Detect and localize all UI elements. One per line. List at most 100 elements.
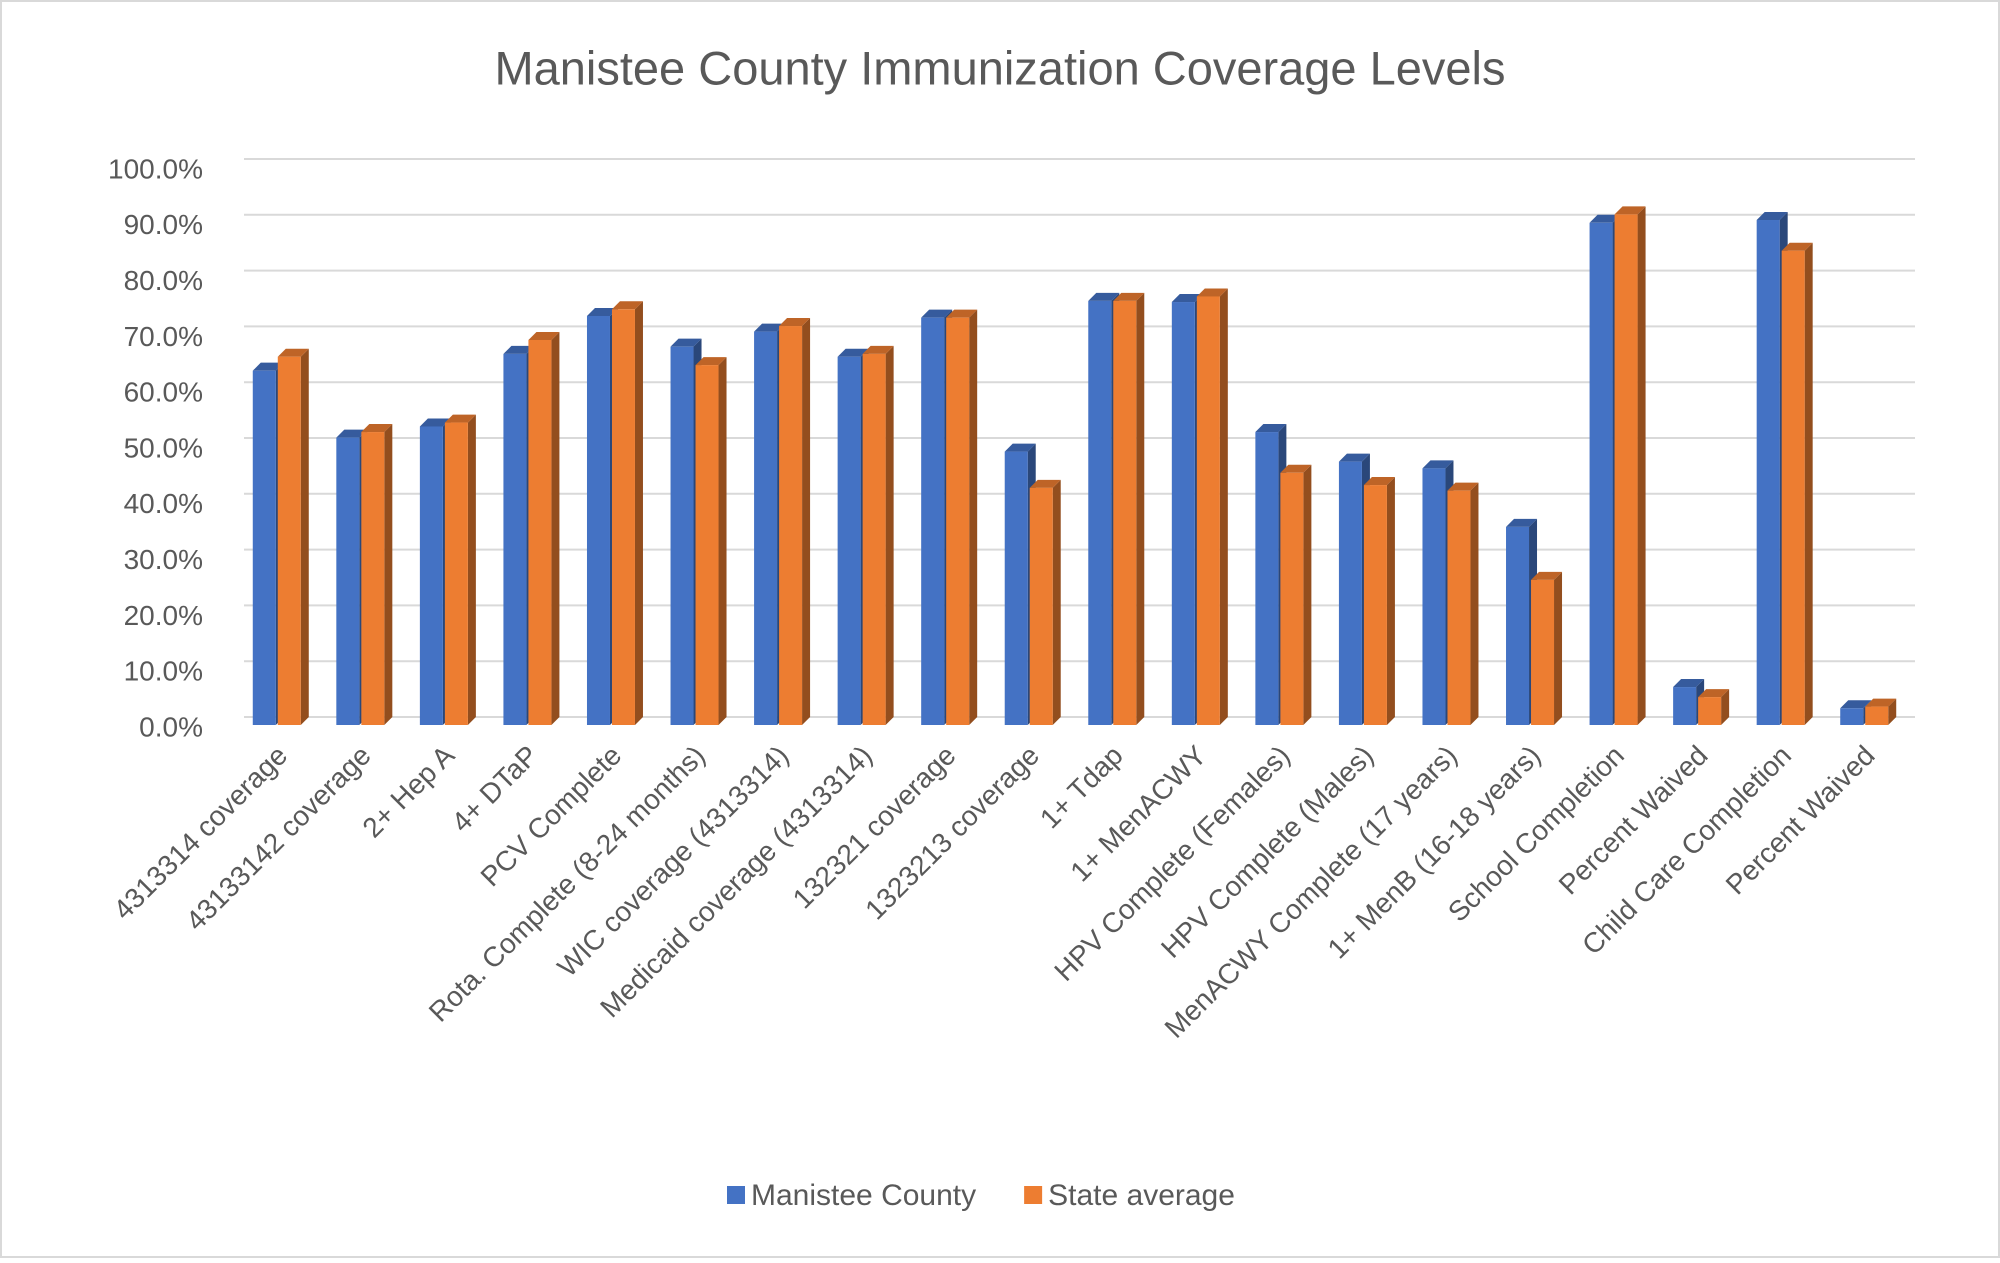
y-tick-label: 100.0% xyxy=(108,153,203,184)
bar-side xyxy=(802,318,811,725)
legend-label: State average xyxy=(1048,1179,1235,1212)
y-tick-label: 50.0% xyxy=(124,432,203,463)
bar-top xyxy=(528,331,560,340)
bar-front xyxy=(1363,485,1387,725)
bar-top xyxy=(586,307,618,316)
y-tick-label: 80.0% xyxy=(124,265,203,296)
bar-top xyxy=(1363,477,1395,486)
bar-front xyxy=(1840,708,1864,725)
bar xyxy=(946,309,978,725)
bar-front xyxy=(1865,706,1889,725)
bar-front xyxy=(779,326,803,725)
bar-front xyxy=(1004,451,1028,725)
bar xyxy=(1029,479,1061,725)
bar-side xyxy=(1637,206,1646,725)
bar xyxy=(779,318,811,725)
bar-top xyxy=(1255,424,1287,433)
bar-side xyxy=(1386,477,1395,725)
bar xyxy=(1781,242,1813,725)
bar-front xyxy=(586,315,610,725)
bar xyxy=(1280,464,1312,725)
bar-side xyxy=(467,414,476,725)
bar-front xyxy=(444,422,468,725)
bar-front xyxy=(754,331,778,725)
legend-label: Manistee County xyxy=(751,1179,976,1212)
bar-top xyxy=(779,318,811,327)
bar-top xyxy=(1840,700,1872,709)
bar xyxy=(1196,288,1228,725)
bar xyxy=(1113,292,1145,725)
chart-title: Manistee County Immunization Coverage Le… xyxy=(494,41,1505,94)
bar-top xyxy=(1698,689,1730,698)
y-tick-label: 0.0% xyxy=(139,711,203,742)
bar-front xyxy=(1280,472,1304,725)
bar xyxy=(1447,482,1479,725)
bar-front xyxy=(670,346,694,725)
y-tick-label: 40.0% xyxy=(124,488,203,519)
bar-front xyxy=(1338,461,1362,725)
bar-side xyxy=(1303,464,1312,725)
bar-front xyxy=(611,309,635,725)
bar-top xyxy=(921,309,953,318)
bar-front xyxy=(1614,214,1638,725)
bar-side xyxy=(1721,689,1730,725)
bar-front xyxy=(361,432,385,725)
y-tick-label: 30.0% xyxy=(124,544,203,575)
y-tick-label: 20.0% xyxy=(124,600,203,631)
bar-front xyxy=(921,317,945,725)
bar-side xyxy=(1219,288,1228,725)
bar-front xyxy=(1673,687,1697,725)
bar xyxy=(1614,206,1646,725)
bar-top xyxy=(1756,212,1788,221)
bar-front xyxy=(862,353,886,725)
bar-side xyxy=(1888,698,1897,725)
bar-side xyxy=(384,424,393,725)
bar-front xyxy=(1255,432,1279,725)
bar xyxy=(361,424,393,725)
bar-front xyxy=(1589,222,1613,726)
bar-top xyxy=(695,357,727,366)
bar xyxy=(1531,571,1563,725)
bar-top xyxy=(670,338,702,347)
bar-top xyxy=(1338,453,1370,462)
bar-top xyxy=(1088,292,1120,301)
bar-top xyxy=(611,301,643,310)
bar-front xyxy=(1113,300,1137,725)
bar-top xyxy=(1589,214,1621,223)
bar xyxy=(277,348,309,725)
bar-top xyxy=(1004,443,1036,452)
bar-top xyxy=(1196,288,1228,297)
bar-top xyxy=(444,414,476,423)
bar-front xyxy=(252,370,276,725)
y-tick-label: 60.0% xyxy=(124,377,203,408)
bar-side xyxy=(718,357,727,725)
bar-top xyxy=(1113,292,1145,301)
bar-top xyxy=(503,345,535,354)
bar-top xyxy=(419,418,451,427)
legend-swatch xyxy=(727,1186,745,1204)
bar-front xyxy=(277,356,301,725)
bar xyxy=(1698,689,1730,725)
bar-side xyxy=(634,301,643,725)
bar xyxy=(611,301,643,725)
bar-front xyxy=(1531,579,1555,725)
bar-top xyxy=(1280,464,1312,473)
bar-side xyxy=(1554,571,1563,725)
bar-top xyxy=(1531,571,1563,580)
bar xyxy=(528,331,560,725)
bar-front xyxy=(503,353,527,725)
bar-side xyxy=(885,345,894,725)
bar xyxy=(695,357,727,725)
bar xyxy=(862,345,894,725)
bar xyxy=(444,414,476,725)
bar-top xyxy=(1171,294,1203,303)
bar-side xyxy=(1136,292,1145,725)
bar-top xyxy=(277,348,309,357)
bar-top xyxy=(1447,482,1479,491)
bar-front xyxy=(1171,302,1195,725)
bar-side xyxy=(1470,482,1479,725)
bar-top xyxy=(862,345,894,354)
bar-front xyxy=(837,356,861,725)
